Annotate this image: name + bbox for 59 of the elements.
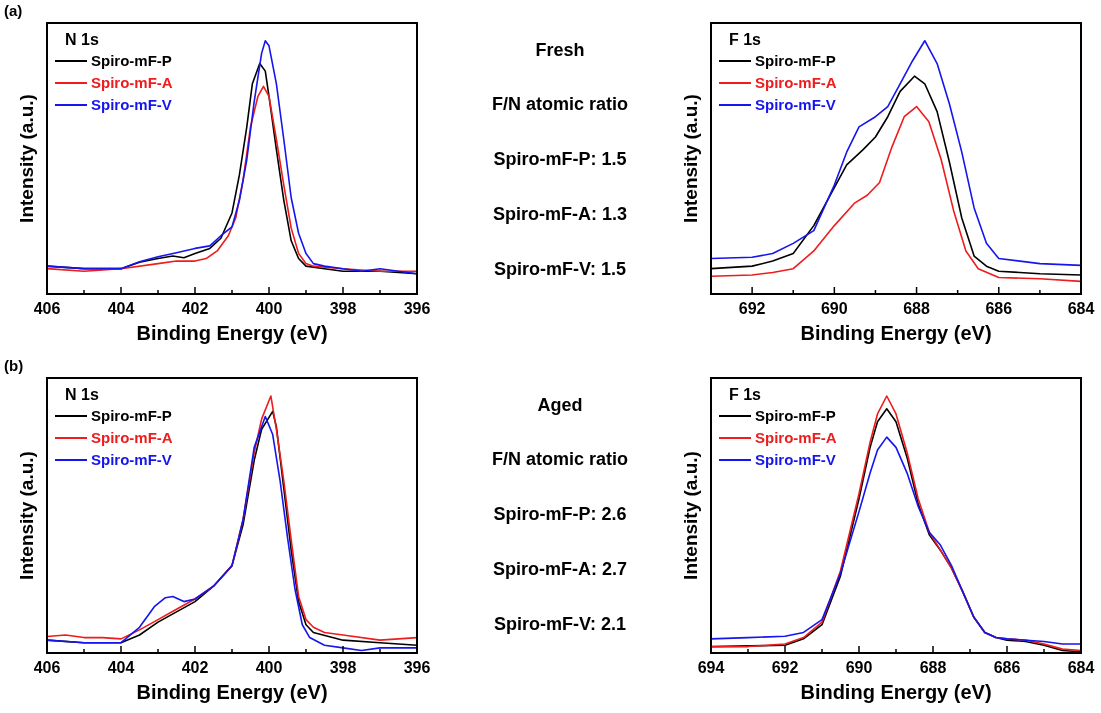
x-tick-label: 692 — [738, 300, 766, 317]
text: Spiro-mF-V: 2.1 — [493, 614, 627, 634]
legend-label: Spiro-mF-P — [91, 407, 172, 424]
y-axis-title: Intensity (a.u.) — [680, 451, 701, 580]
x-tick-label: 686 — [993, 659, 1021, 676]
x-tick-label: 406 — [33, 300, 61, 317]
x-tick-label: 404 — [107, 300, 135, 317]
text: (b) — [4, 357, 24, 374]
legend-label: Spiro-mF-A — [91, 429, 173, 446]
legend-label: Spiro-mF-V — [91, 96, 172, 113]
text: F/N atomic ratio — [491, 94, 629, 114]
x-tick-label: 690 — [845, 659, 873, 676]
text: (a) — [4, 2, 23, 19]
legend-label: Spiro-mF-A — [91, 74, 173, 91]
legend-label: Spiro-mF-P — [755, 52, 836, 69]
x-tick-label: 396 — [403, 659, 431, 676]
x-tick-label: 694 — [697, 659, 725, 676]
x-tick-label: 404 — [107, 659, 135, 676]
legend-label: Spiro-mF-V — [91, 451, 172, 468]
x-tick-label: 692 — [771, 659, 799, 676]
legend-label: Spiro-mF-A — [755, 74, 837, 91]
x-axis-title: Binding Energy (eV) — [136, 681, 328, 703]
x-tick-label: 690 — [820, 300, 848, 317]
x-tick-label: 402 — [181, 300, 209, 317]
x-tick-label: 398 — [329, 659, 357, 676]
x-tick-label: 398 — [329, 300, 357, 317]
x-tick-label: 406 — [33, 659, 61, 676]
x-axis-title: Binding Energy (eV) — [800, 322, 992, 344]
y-axis-title: Intensity (a.u.) — [16, 451, 37, 580]
legend-label: Spiro-mF-A — [755, 429, 837, 446]
legend-title: N 1s — [65, 31, 99, 48]
y-axis-title: Intensity (a.u.) — [680, 94, 701, 223]
x-tick-label: 688 — [919, 659, 947, 676]
x-tick-label: 400 — [255, 659, 283, 676]
x-tick-label: 686 — [985, 300, 1013, 317]
legend-title: N 1s — [65, 386, 99, 403]
text: Spiro-mF-A: 1.3 — [492, 204, 628, 224]
legend-label: Spiro-mF-P — [755, 407, 836, 424]
text: Fresh — [535, 40, 585, 60]
text: Aged — [537, 395, 583, 415]
x-tick-label: 684 — [1067, 659, 1095, 676]
x-tick-label: 396 — [403, 300, 431, 317]
legend-label: Spiro-mF-V — [755, 451, 836, 468]
text: Spiro-mF-A: 2.7 — [492, 559, 628, 579]
y-axis-title: Intensity (a.u.) — [16, 94, 37, 223]
legend-label: Spiro-mF-P — [91, 52, 172, 69]
x-axis-title: Binding Energy (eV) — [800, 681, 992, 703]
legend-label: Spiro-mF-V — [755, 96, 836, 113]
x-tick-label: 684 — [1067, 300, 1095, 317]
x-axis-title: Binding Energy (eV) — [136, 322, 328, 344]
x-tick-label: 402 — [181, 659, 209, 676]
text: Spiro-mF-V: 1.5 — [493, 259, 627, 279]
text: Spiro-mF-P: 2.6 — [493, 504, 627, 524]
legend-title: F 1s — [729, 386, 762, 403]
x-tick-label: 688 — [903, 300, 930, 317]
text: Spiro-mF-P: 1.5 — [493, 149, 627, 169]
text: F/N atomic ratio — [491, 449, 629, 469]
x-tick-label: 400 — [255, 300, 283, 317]
legend-title: F 1s — [729, 31, 762, 48]
